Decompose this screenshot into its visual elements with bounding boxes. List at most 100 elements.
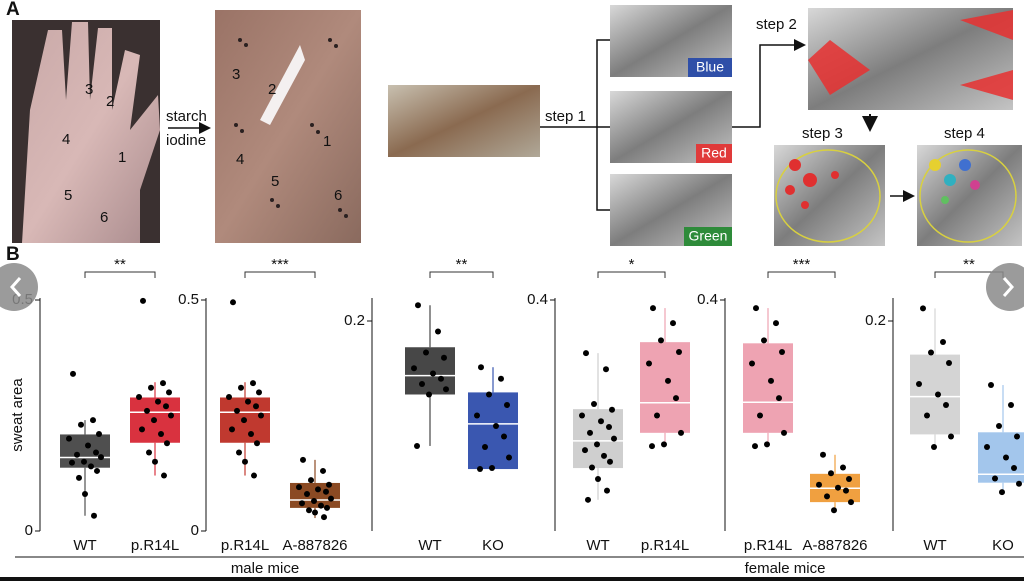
- data-point: [69, 459, 75, 466]
- data-point: [250, 380, 256, 387]
- panel-label: B: [6, 244, 20, 265]
- significance-label: ***: [271, 256, 289, 273]
- data-point: [430, 370, 436, 377]
- sweat-dots: [234, 38, 348, 218]
- group-label: male mice: [231, 560, 299, 577]
- data-point: [238, 384, 244, 391]
- data-point: [506, 454, 512, 461]
- hand: [22, 22, 160, 243]
- hand-label: 5: [64, 187, 72, 204]
- significance-bracket: [767, 271, 836, 278]
- step-label: step 2: [756, 16, 797, 33]
- x-tick-label: KO: [482, 537, 504, 554]
- data-point: [241, 417, 247, 424]
- channel-tag: [684, 227, 732, 246]
- x-tick-label: KO: [992, 537, 1014, 554]
- data-point: [843, 487, 849, 494]
- data-point: [948, 433, 954, 440]
- roi: [919, 149, 1017, 243]
- data-point: [158, 430, 164, 437]
- data-point: [678, 429, 684, 436]
- data-point: [607, 458, 613, 465]
- data-point: [315, 486, 321, 493]
- threshold-overlay: [808, 10, 1013, 100]
- panel-label: A: [6, 0, 20, 20]
- data-point: [318, 502, 324, 509]
- data-point: [478, 364, 484, 371]
- data-point: [229, 426, 235, 433]
- data-point: [253, 403, 259, 410]
- data-point: [493, 423, 499, 429]
- channel-tag: [696, 144, 732, 163]
- stained-label: 1: [323, 133, 331, 150]
- data-point: [423, 349, 429, 356]
- data-point: [140, 297, 146, 304]
- panel-b: B male mice female mice 00.5sweat area**…: [0, 244, 1024, 581]
- nav-next[interactable]: [986, 263, 1024, 311]
- data-point: [928, 349, 934, 356]
- nav-prev[interactable]: [0, 263, 38, 311]
- channel-label: Red: [701, 145, 727, 161]
- data-point: [673, 395, 679, 402]
- x-tick-label: p.R14L: [221, 537, 269, 554]
- data-point: [70, 370, 76, 377]
- bottom-bar: [0, 577, 1024, 581]
- hand-label: 4: [62, 131, 70, 148]
- hand-label: 1: [118, 149, 126, 166]
- significance-bracket: [429, 271, 494, 278]
- data-point: [579, 412, 585, 419]
- data-point: [650, 305, 656, 312]
- data-point: [670, 320, 676, 327]
- data-point: [924, 412, 930, 419]
- y-tick-label: 0.4: [527, 291, 548, 308]
- data-point: [242, 458, 248, 465]
- data-point: [504, 402, 510, 408]
- step-label: step 3: [802, 125, 843, 142]
- data-point: [256, 389, 262, 396]
- data-point: [646, 360, 652, 367]
- stained-label: 3: [232, 66, 240, 83]
- x-tick-label: WT: [586, 537, 609, 554]
- data-point: [776, 395, 782, 402]
- data-point: [146, 449, 152, 456]
- roi: [775, 149, 881, 243]
- data-point: [606, 424, 612, 431]
- significance-bracket: [84, 271, 156, 278]
- data-point: [306, 507, 312, 514]
- data-point: [988, 382, 994, 389]
- stained-label: 4: [236, 151, 244, 168]
- data-point: [320, 467, 326, 474]
- x-tick-label: A-887826: [282, 537, 347, 554]
- data-point: [155, 398, 161, 405]
- data-point: [916, 381, 922, 387]
- data-point: [163, 403, 169, 410]
- data-point: [498, 375, 504, 382]
- data-point: [139, 426, 145, 433]
- data-point: [999, 489, 1005, 496]
- data-point: [94, 467, 100, 474]
- data-point: [296, 484, 302, 491]
- data-point: [85, 442, 91, 449]
- significance-label: **: [456, 256, 468, 273]
- y-tick-label: 0.4: [697, 291, 718, 308]
- data-point: [848, 499, 854, 506]
- paw-photo: [388, 85, 540, 157]
- step3-photo: [774, 145, 885, 246]
- data-point: [661, 441, 667, 448]
- data-point: [984, 444, 990, 450]
- data-point: [594, 441, 600, 448]
- data-point: [781, 429, 787, 436]
- data-point: [90, 417, 96, 424]
- data-point: [82, 491, 88, 498]
- data-point: [582, 447, 588, 454]
- data-point: [443, 386, 449, 393]
- channel-label: Green: [689, 228, 728, 244]
- data-point: [840, 464, 846, 471]
- data-point: [441, 354, 447, 361]
- data-point: [411, 365, 417, 372]
- data-point: [248, 430, 254, 437]
- data-point: [164, 440, 170, 447]
- x-tick-label: WT: [73, 537, 96, 554]
- stained-photo: [215, 10, 361, 243]
